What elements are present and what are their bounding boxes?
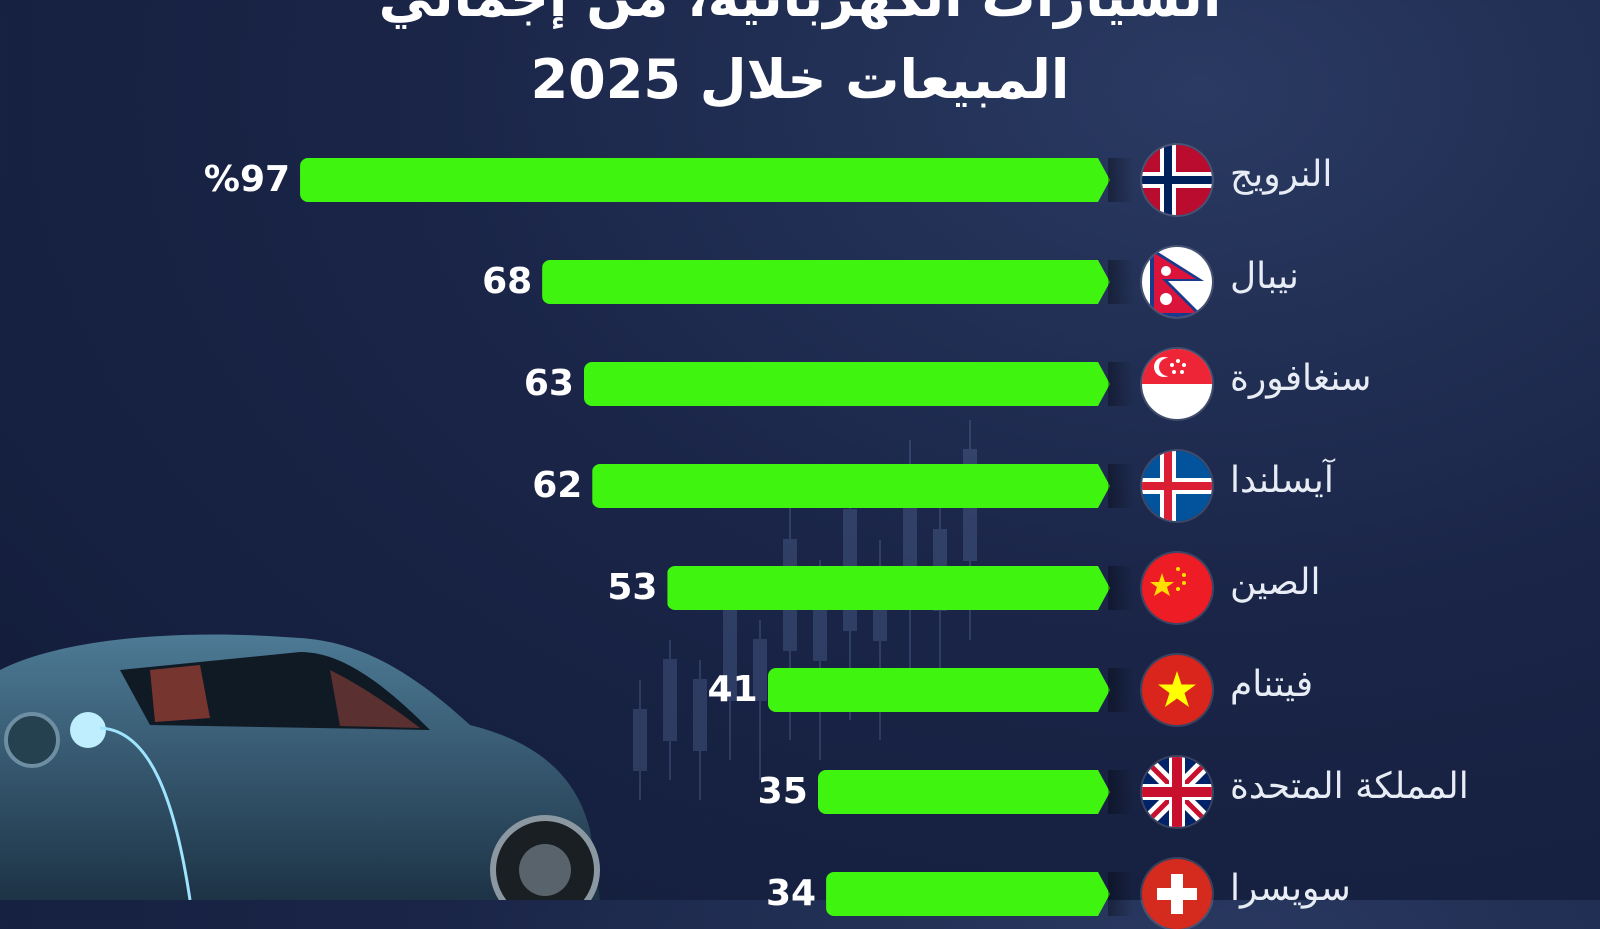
china-flag-icon (1142, 553, 1212, 623)
value-label-7: 35 (757, 771, 808, 812)
bar-2 (542, 260, 1110, 304)
nepal-flag-icon (1142, 247, 1212, 317)
bar-shadow-7 (1108, 770, 1134, 814)
iceland-flag-icon (1142, 451, 1212, 521)
category-label-4: آيسلندا (1230, 460, 1334, 501)
bar-shadow-2 (1108, 260, 1134, 304)
value-label-5: 53 (607, 567, 658, 608)
category-label-7: المملكة المتحدة (1230, 766, 1469, 807)
chart-title-line-2: المبيعات خلال 2025 (530, 48, 1070, 111)
category-label-6: فيتنام (1230, 664, 1314, 705)
value-label-3: 63 (523, 363, 574, 404)
value-label-8: 34 (765, 873, 817, 914)
bar-8 (826, 872, 1110, 916)
bar-3 (584, 362, 1110, 406)
bar-shadow-6 (1108, 668, 1134, 712)
norway-flag-icon (1142, 145, 1212, 215)
uk-flag-icon (1142, 757, 1212, 827)
value-label-4: 62 (532, 465, 583, 506)
value-label-1: %97 (203, 159, 291, 200)
singapore-flag-icon (1142, 349, 1212, 419)
category-label-5: الصين (1230, 562, 1321, 603)
bar-shadow-1 (1108, 158, 1134, 202)
bar-4 (592, 464, 1110, 508)
bar-7 (818, 770, 1110, 814)
bar-shadow-4 (1108, 464, 1134, 508)
category-label-2: نيبال (1230, 256, 1299, 297)
bar-6 (768, 668, 1110, 712)
bar-shadow-8 (1108, 872, 1134, 916)
bar-shadow-3 (1108, 362, 1134, 406)
switzerland-flag-icon (1142, 859, 1212, 929)
value-label-6: 41 (707, 669, 758, 710)
electric-car-illustration (0, 634, 600, 900)
bar-shadow-5 (1108, 566, 1134, 610)
chart-title-line-1: السيارات الكهربائية، من إجمالي (0, 0, 1600, 29)
category-label-8: سويسرا (1230, 868, 1351, 909)
value-label-2: 68 (482, 261, 533, 302)
category-label-1: النرويج (1230, 154, 1333, 195)
category-label-3: سنغافورة (1230, 358, 1372, 399)
bar-5 (667, 566, 1110, 610)
bar-1 (300, 158, 1110, 202)
vietnam-flag-icon (1142, 655, 1212, 725)
